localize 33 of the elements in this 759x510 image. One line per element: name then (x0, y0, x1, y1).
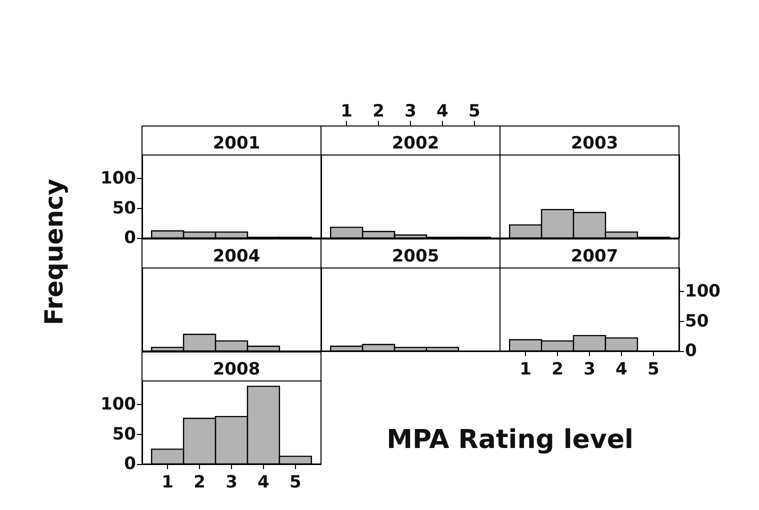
y-axis-title: Frequency (40, 178, 68, 326)
x2-tick-label: 5 (468, 102, 480, 122)
chart-title: 2003 (570, 134, 618, 154)
x2-tick-label: 1 (340, 102, 352, 122)
x-tick-label: 1 (162, 472, 174, 492)
x-tick-label: 3 (584, 360, 596, 380)
chart-title: 2005 (392, 246, 440, 266)
chart-title: 2007 (570, 246, 618, 266)
x2-tick-label: 2 (372, 102, 384, 122)
y-tick-label: 100 (100, 168, 136, 189)
x-tick-label: 2 (552, 360, 564, 380)
x-tick-label: 4 (616, 360, 628, 380)
y-tick-label: 0 (685, 341, 697, 361)
y-tick-label: 50 (112, 424, 136, 444)
x-tick-label: 5 (290, 472, 302, 492)
x-tick-label: 2 (194, 472, 206, 492)
chart-title: 2008 (212, 360, 260, 380)
x-tick-label: 4 (258, 472, 270, 492)
y-tick-label: 50 (112, 198, 136, 218)
chart-title: 2001 (212, 134, 260, 154)
y-tick-label: 0 (124, 454, 136, 474)
x2-tick-label: 3 (404, 102, 416, 122)
chart-title: 2004 (212, 246, 260, 266)
y-tick-label: 50 (685, 311, 709, 332)
x-tick-label: 3 (226, 472, 238, 492)
y-tick-label: 100 (100, 394, 136, 415)
x-tick-label: 1 (520, 360, 532, 380)
y-tick-label: 0 (124, 228, 136, 248)
x-tick-label: 5 (648, 360, 660, 380)
x-axis-title: MPA Rating level (386, 425, 634, 455)
x2-tick-label: 4 (436, 102, 449, 122)
y-tick-label: 100 (685, 282, 721, 302)
chart-title: 2002 (392, 134, 440, 154)
